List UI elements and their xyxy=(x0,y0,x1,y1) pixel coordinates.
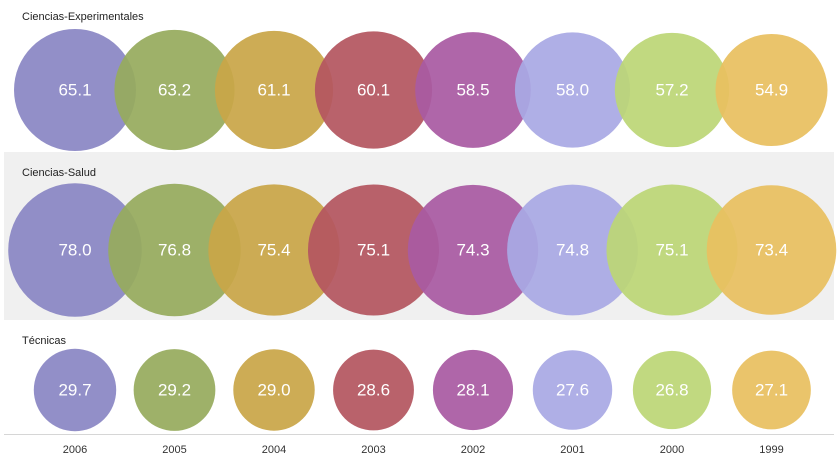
panel-background xyxy=(4,320,834,434)
bubble-value-label: 27.1 xyxy=(755,381,788,400)
bubble-value-label: 75.1 xyxy=(357,241,390,260)
bubble-2002 xyxy=(432,349,514,431)
bubble-value-label: 60.1 xyxy=(357,81,390,100)
bubble-2003 xyxy=(314,31,433,149)
bubble-value-label: 26.8 xyxy=(655,381,688,400)
bubble-value-label: 29.2 xyxy=(158,381,191,400)
bubble-2006 xyxy=(33,348,117,432)
bubble-2004 xyxy=(208,184,340,316)
bubble-value-label: 75.1 xyxy=(655,241,688,260)
bubble-2000 xyxy=(614,32,730,148)
x-tick-label: 2004 xyxy=(262,444,286,456)
bubble-group xyxy=(8,183,837,317)
bubble-value-label: 58.5 xyxy=(456,81,489,100)
bubble-2002 xyxy=(407,184,539,316)
bubble-value-label: 57.2 xyxy=(655,81,688,100)
bubble-group xyxy=(33,348,811,432)
bubble-1999 xyxy=(715,33,828,147)
bubble-2000 xyxy=(606,184,738,316)
bubble-value-label: 28.6 xyxy=(357,381,390,400)
bubble-2003 xyxy=(307,184,440,316)
bubble-2005 xyxy=(133,349,216,431)
panel-label: Ciencias-Experimentales xyxy=(22,11,144,23)
x-tick-label: 2005 xyxy=(162,444,186,456)
bubble-1999 xyxy=(732,350,811,430)
bubble-value-label: 73.4 xyxy=(755,241,788,260)
bubble-value-label: 29.0 xyxy=(257,381,290,400)
bubble-2001 xyxy=(532,350,613,430)
bubble-value-label: 63.2 xyxy=(158,81,191,100)
bubble-2006 xyxy=(8,183,142,317)
x-tick-label: 1999 xyxy=(759,444,783,456)
bubble-2000 xyxy=(632,350,712,430)
bubble-1999 xyxy=(706,185,837,315)
bubble-value-label: 75.4 xyxy=(257,241,290,260)
bubble-value-label: 29.7 xyxy=(58,381,91,400)
bubble-2001 xyxy=(514,32,631,148)
bubble-2004 xyxy=(233,349,315,431)
bubble-2005 xyxy=(114,29,235,151)
x-tick-label: 2001 xyxy=(560,444,584,456)
bubble-group xyxy=(14,29,828,151)
bubble-2006 xyxy=(14,29,136,151)
bubble-2002 xyxy=(415,32,531,148)
bubble-2001 xyxy=(507,184,638,316)
bubble-2003 xyxy=(333,349,414,431)
panel-label: Ciencias-Salud xyxy=(22,167,96,179)
bubble-value-label: 78.0 xyxy=(58,241,91,260)
panel-label: Técnicas xyxy=(22,335,67,347)
bubble-value-label: 74.3 xyxy=(456,241,489,260)
bubble-value-label: 76.8 xyxy=(158,241,191,260)
bubble-value-label: 58.0 xyxy=(556,81,589,100)
bubble-value-label: 28.1 xyxy=(456,381,489,400)
bubble-2005 xyxy=(108,183,241,317)
bubble-value-label: 54.9 xyxy=(755,81,788,100)
x-tick-label: 2002 xyxy=(461,444,485,456)
bubble-2004 xyxy=(214,30,334,150)
x-tick-label: 2003 xyxy=(361,444,385,456)
bubble-value-label: 61.1 xyxy=(257,81,290,100)
bubble-value-label: 65.1 xyxy=(58,81,91,100)
x-tick-label: 2006 xyxy=(63,444,87,456)
x-tick-label: 2000 xyxy=(660,444,684,456)
bubble-value-label: 74.8 xyxy=(556,241,589,260)
bubble-value-label: 27.6 xyxy=(556,381,589,400)
